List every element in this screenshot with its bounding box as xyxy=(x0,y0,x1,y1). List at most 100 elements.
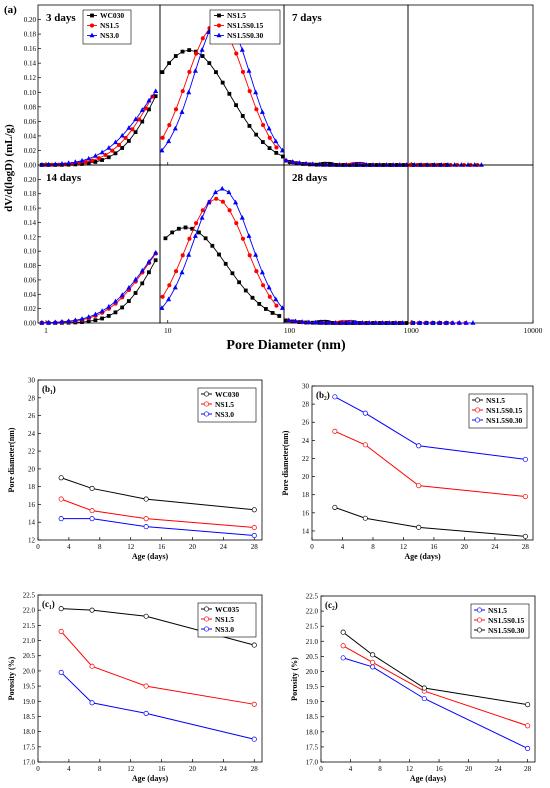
data-point xyxy=(257,302,262,306)
data-point xyxy=(123,135,128,140)
legend-label: WC035 xyxy=(215,605,239,614)
data-point xyxy=(214,70,218,75)
x-tick-label: 16 xyxy=(436,765,444,773)
y-tick-label: 21.0 xyxy=(23,637,36,645)
data-point xyxy=(59,319,65,324)
y-tick-label: 0.06 xyxy=(24,118,37,126)
series-curve xyxy=(160,48,285,159)
subplot-b2: 0 4 8 12 16 20 24 28 14 16 18 20 22 24 26 28 30 Age (days… xyxy=(281,383,534,561)
data-point xyxy=(192,233,198,238)
data-point xyxy=(292,318,298,324)
panel-a-label: (a) xyxy=(4,4,17,16)
data-point xyxy=(143,613,149,619)
legend-label: WC030 xyxy=(100,11,124,20)
data-point xyxy=(113,310,118,315)
data-point xyxy=(106,145,112,150)
data-point xyxy=(226,189,232,195)
data-point xyxy=(89,516,95,522)
x-tick-label: 16 xyxy=(158,765,166,773)
legend-marker xyxy=(203,616,210,622)
data-point xyxy=(254,107,259,112)
legend-marker xyxy=(474,417,481,423)
x-axis-label: Age (days) xyxy=(410,774,447,783)
y-tick-label: 16 xyxy=(28,501,36,509)
x-tick-label: 24 xyxy=(491,543,499,551)
y-tick-label: 18 xyxy=(302,491,310,499)
y-tick-label: 20.5 xyxy=(23,652,36,660)
data-point xyxy=(421,696,427,702)
data-point xyxy=(173,54,178,58)
data-point xyxy=(126,299,131,303)
series-line-group xyxy=(340,629,531,708)
x-tick-label: 12 xyxy=(400,543,408,551)
series-line-group xyxy=(58,475,257,513)
legend-marker xyxy=(203,626,210,632)
x-tick-label: 4 xyxy=(67,543,71,551)
data-point xyxy=(332,394,338,400)
y-tick-label: 28 xyxy=(28,394,36,402)
data-point xyxy=(79,316,85,321)
data-point xyxy=(159,147,165,153)
data-point xyxy=(247,124,252,128)
series-line xyxy=(161,188,283,309)
x-tick-label: 10 xyxy=(164,326,172,335)
data-point xyxy=(126,284,132,290)
age-annotation: 3 days xyxy=(46,12,76,24)
legend-marker xyxy=(89,23,95,28)
data-point xyxy=(186,252,192,257)
data-point xyxy=(251,507,257,513)
data-point xyxy=(443,320,449,325)
y-tick-label: 0.16 xyxy=(24,205,37,213)
y-tick-label: 20.5 xyxy=(306,653,319,661)
legend-label: NS1.5 xyxy=(227,11,246,20)
data-point xyxy=(180,253,185,258)
y-tick-label: 20 xyxy=(302,473,310,481)
data-point xyxy=(92,311,98,317)
data-point xyxy=(100,158,104,162)
data-point xyxy=(192,68,198,73)
data-point xyxy=(253,89,259,95)
y-tick-label: 30 xyxy=(302,383,310,391)
data-point xyxy=(66,318,72,324)
data-point xyxy=(337,162,343,167)
data-point xyxy=(90,158,95,163)
y-tick-label: 21.0 xyxy=(306,638,319,646)
series-line xyxy=(334,396,526,460)
data-point xyxy=(423,320,429,325)
data-point xyxy=(450,320,456,325)
data-point xyxy=(370,652,376,658)
data-point xyxy=(180,89,185,94)
data-point xyxy=(200,36,205,41)
data-point xyxy=(140,281,145,286)
x-tick-label: 4 xyxy=(341,543,345,551)
data-point xyxy=(212,189,218,195)
series-line xyxy=(342,645,528,727)
x-tick-label: 24 xyxy=(495,765,503,773)
data-point xyxy=(58,475,64,481)
data-point xyxy=(100,316,104,321)
legend-marker xyxy=(89,32,95,38)
data-point xyxy=(234,51,239,56)
data-point xyxy=(180,49,185,54)
y-tick-label: 0.00 xyxy=(24,320,37,328)
series-line xyxy=(60,672,255,740)
data-point xyxy=(103,152,108,158)
data-point xyxy=(167,123,172,128)
subplot-c2: 0 4 8 12 16 20 24 28 17.0 17.5 18.0 18.5 19.0 19.5 20.… xyxy=(290,593,536,783)
data-point xyxy=(110,148,115,153)
data-point xyxy=(186,89,192,95)
data-point xyxy=(227,208,232,213)
legend-marker xyxy=(216,23,222,28)
legend-label: NS1.5S0.30 xyxy=(488,626,525,635)
y-tick-label: 0.16 xyxy=(24,45,37,53)
y-tick-label: 0.12 xyxy=(24,233,37,241)
data-point xyxy=(39,319,45,325)
data-point xyxy=(286,317,292,323)
x-tick-label: 16 xyxy=(158,543,166,551)
y-tick-label: 0.02 xyxy=(24,147,37,155)
series-tail xyxy=(312,319,330,323)
series-tail xyxy=(343,319,360,323)
data-point xyxy=(267,146,272,150)
data-point xyxy=(223,261,228,266)
